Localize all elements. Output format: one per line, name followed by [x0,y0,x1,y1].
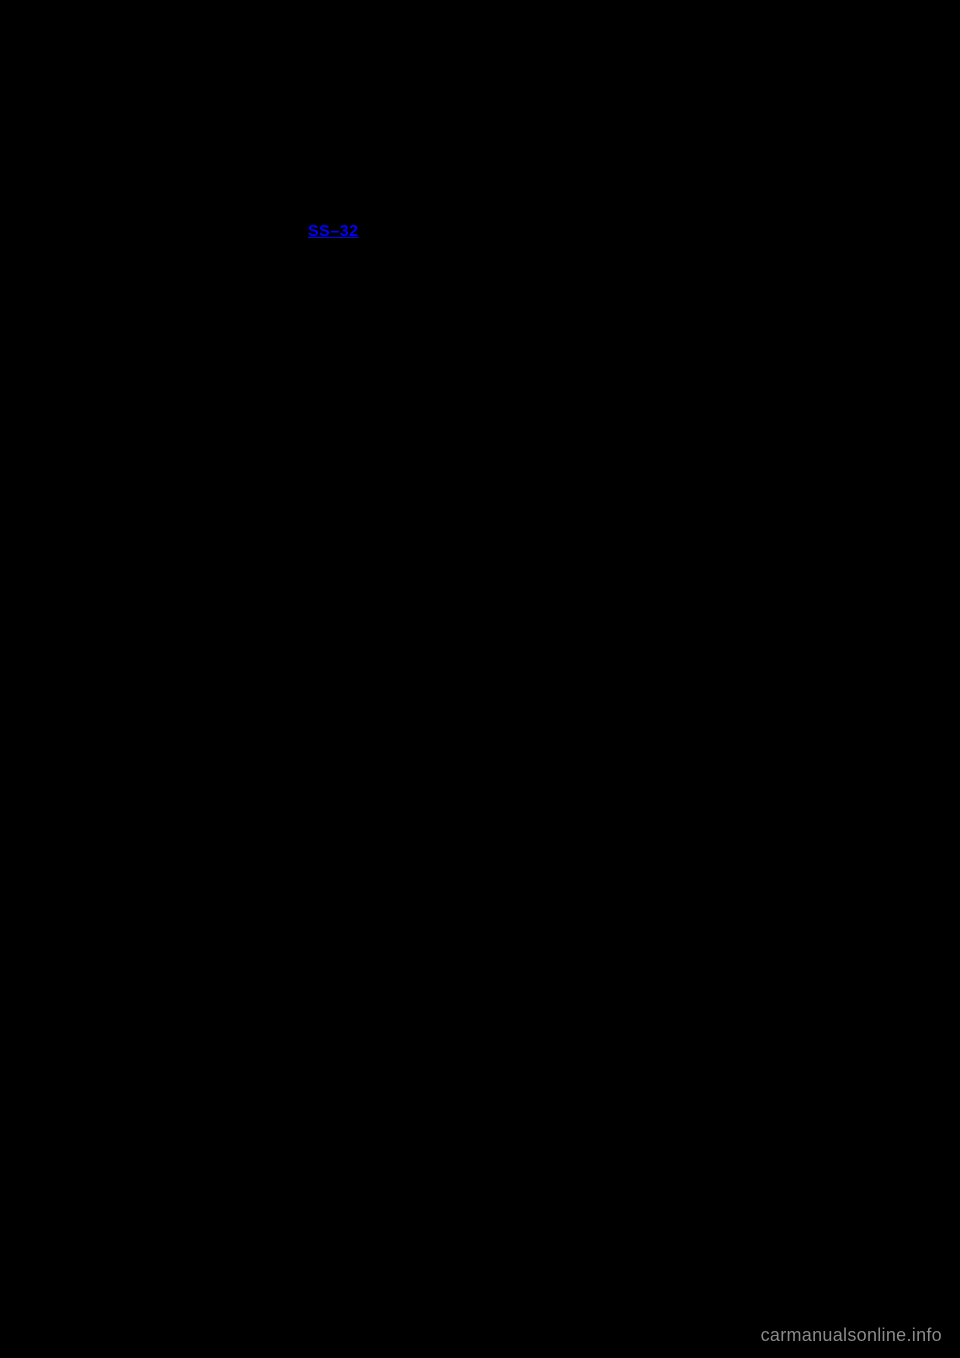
watermark-text: carmanualsonline.info [761,1325,942,1346]
page-reference-link[interactable]: SS–32 [308,223,359,241]
